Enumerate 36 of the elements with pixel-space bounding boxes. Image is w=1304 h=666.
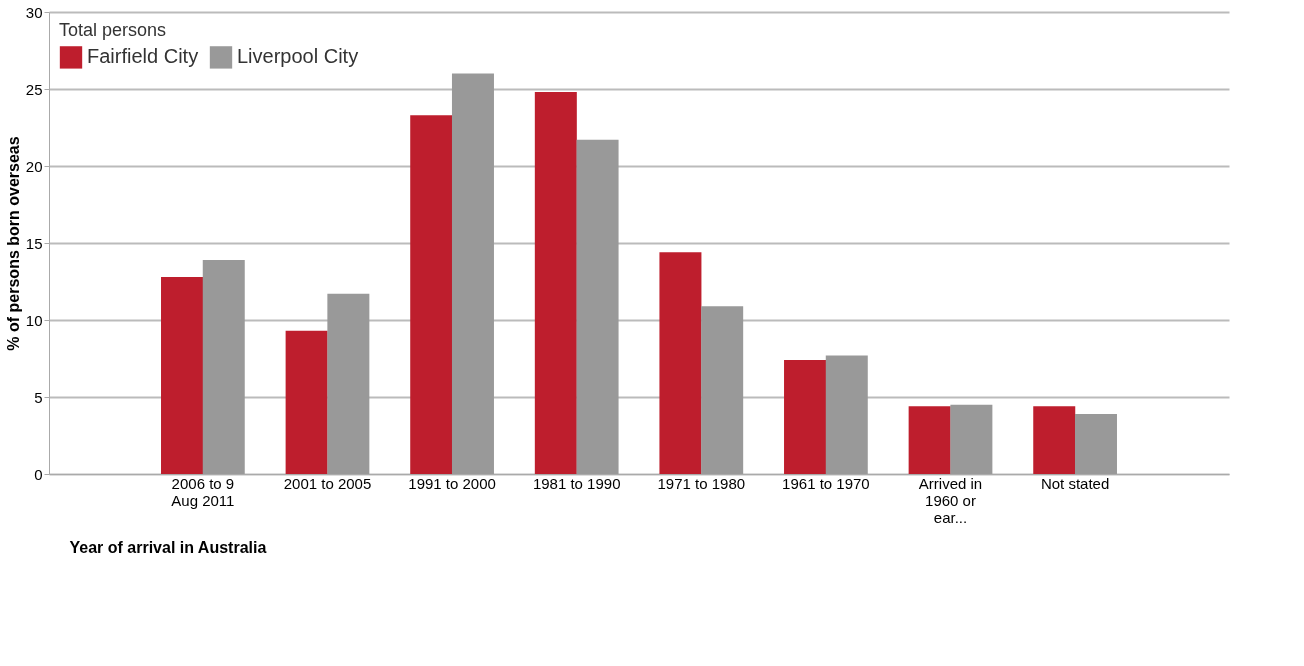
bar <box>659 252 702 474</box>
bar <box>784 360 827 474</box>
bar <box>1033 406 1076 474</box>
x-tick-label: 1981 to 1990 <box>532 474 621 492</box>
bar <box>908 406 951 474</box>
bar <box>1074 413 1117 474</box>
x-tick-label: 1991 to 2000 <box>408 474 496 492</box>
bar <box>701 306 744 474</box>
x-tick-label: Not stated <box>1040 474 1110 492</box>
bar <box>285 330 328 474</box>
bar <box>576 139 619 474</box>
legend-label: Fairfield City <box>87 45 199 68</box>
bar <box>451 73 494 474</box>
y-tick-label: 15 <box>25 234 43 252</box>
x-tick-label: 2001 to 2005 <box>283 474 372 492</box>
y-tick-label: 20 <box>25 157 43 175</box>
y-tick-label: 10 <box>25 311 43 329</box>
y-tick-label: 0 <box>34 465 43 483</box>
x-axis-title: Year of arrival in Australia <box>69 538 267 556</box>
bar <box>950 404 993 474</box>
x-tick-label: 1961 to 1970 <box>782 474 870 492</box>
bar <box>161 276 204 474</box>
x-tick-label: 1971 to 1980 <box>657 474 746 492</box>
x-tick-label: Arrived in 1960 or ear... <box>918 474 983 526</box>
bar <box>202 259 245 474</box>
bar <box>825 355 868 474</box>
bar <box>534 92 577 474</box>
y-tick-label: 5 <box>34 388 43 406</box>
y-tick-label: 30 <box>25 3 43 21</box>
legend-title: Total persons <box>59 20 167 40</box>
y-axis-title: % of persons born overseas <box>4 136 22 351</box>
legend-label: Liverpool City <box>237 45 359 68</box>
bar <box>410 115 453 474</box>
y-tick-label: 25 <box>25 80 43 98</box>
x-tick-label: 2006 to 9 Aug 2011 <box>171 474 235 509</box>
bar <box>327 293 370 474</box>
